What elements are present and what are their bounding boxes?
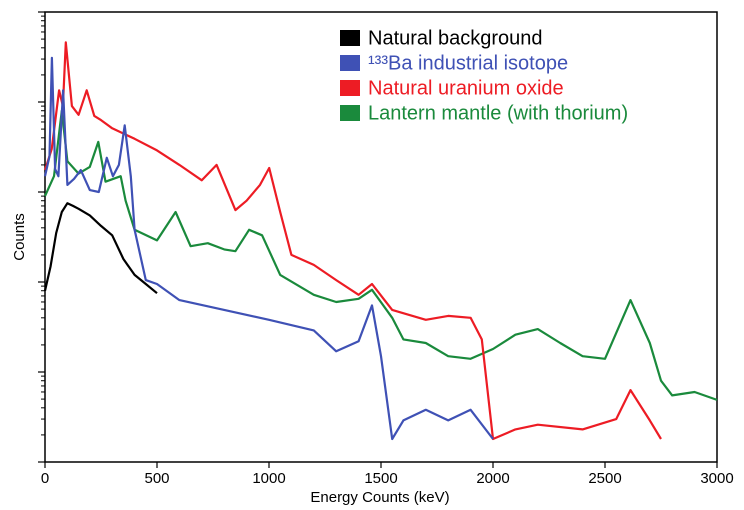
legend-swatch xyxy=(340,105,360,121)
x-axis-label: Energy Counts (keV) xyxy=(310,489,449,506)
legend-swatch xyxy=(340,55,360,71)
legend-swatch xyxy=(340,30,360,46)
series-line xyxy=(43,56,494,441)
x-tick-label: 2500 xyxy=(588,470,621,487)
x-tick-label: 2000 xyxy=(476,470,509,487)
x-tick-label: 500 xyxy=(144,470,169,487)
x-tick-label: 1000 xyxy=(252,470,285,487)
legend-swatch xyxy=(340,80,360,96)
series-line xyxy=(43,202,158,295)
series-line xyxy=(43,109,718,401)
legend-label: Lantern mantle (with thorium) xyxy=(368,102,628,124)
x-tick-label: 1500 xyxy=(364,470,397,487)
series-line xyxy=(43,41,662,441)
legend-label: Natural background xyxy=(368,27,543,49)
legend-label: Natural uranium oxide xyxy=(368,77,564,99)
y-axis-label: Counts xyxy=(11,213,28,261)
x-tick-label: 0 xyxy=(41,470,49,487)
legend-label: ¹³³Ba industrial isotope xyxy=(368,52,568,74)
x-tick-label: 3000 xyxy=(700,470,733,487)
